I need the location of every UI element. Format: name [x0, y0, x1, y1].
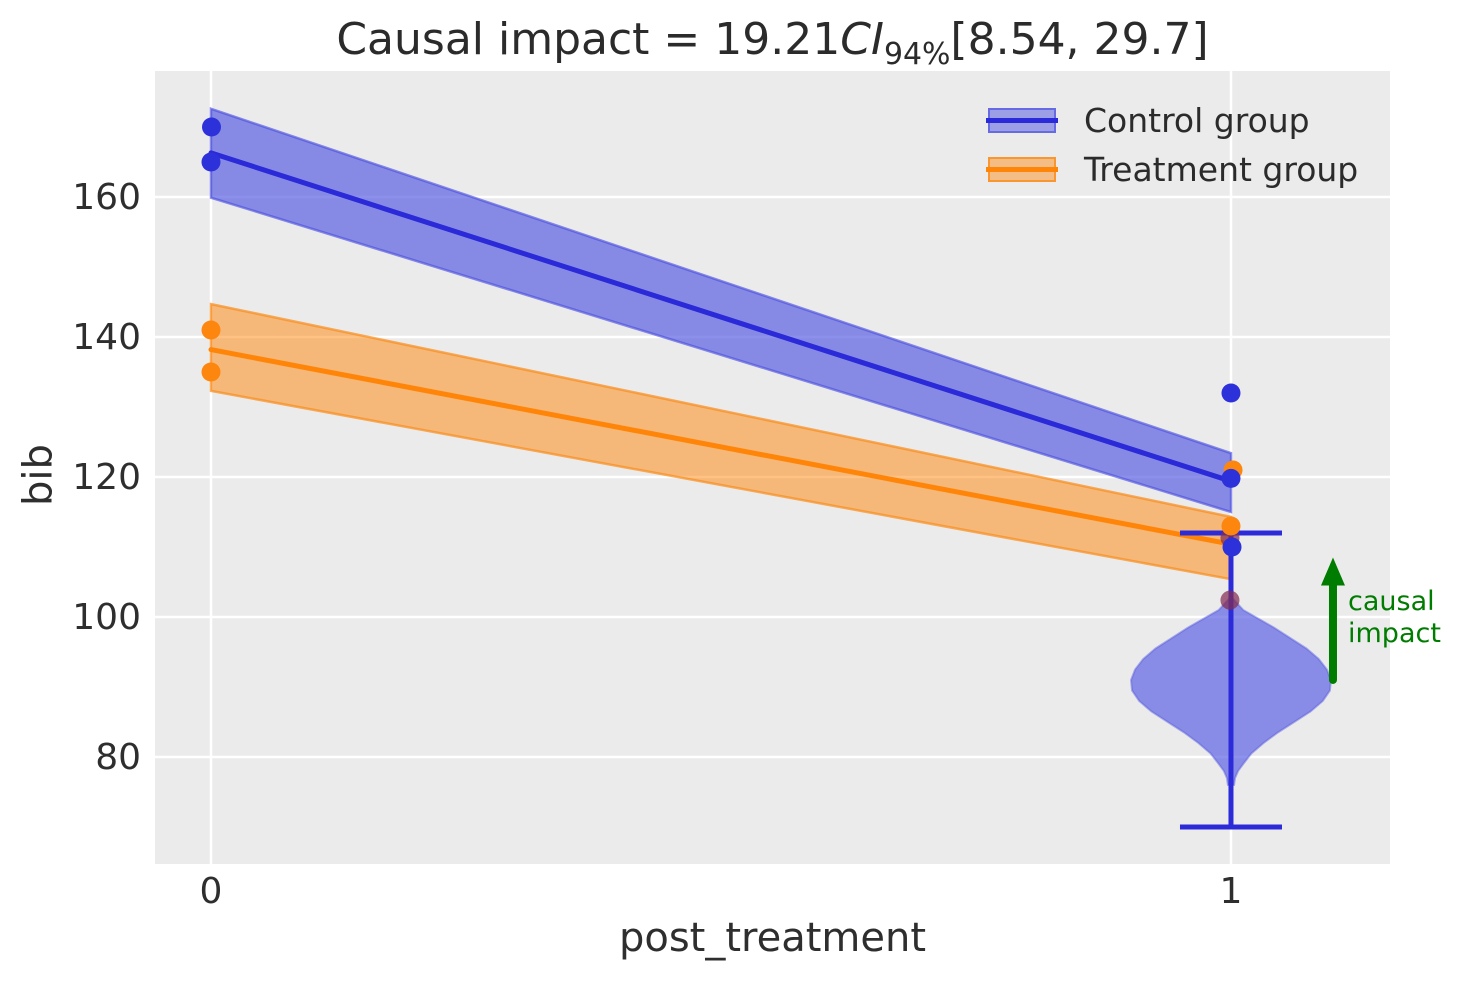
data-point-treatment [201, 362, 221, 382]
y-tick-label-0: 80 [95, 737, 141, 778]
impact-arrow-head [1320, 557, 1345, 586]
legend-swatch-icon [986, 108, 1058, 133]
legend-line-icon [986, 118, 1058, 123]
causal-impact-annotation-line2: impact [1348, 618, 1441, 649]
legend-swatch-icon [986, 157, 1058, 182]
x-tick-label-0: 0 [200, 871, 223, 912]
y-tick-label-3: 140 [72, 317, 141, 358]
title-interval: [8.54, 29.7] [950, 14, 1209, 65]
causal-impact-annotation: causal impact [1348, 586, 1441, 650]
y-tick-label-2: 120 [72, 457, 141, 498]
legend-line-icon [986, 167, 1058, 172]
data-point-counterfactual [1220, 590, 1240, 610]
title-text: Causal impact = 19.21 [336, 14, 841, 65]
y-axis-label: bib [15, 444, 62, 506]
data-point-control [202, 117, 222, 137]
data-point-control [1221, 468, 1241, 488]
legend-label: Control group [1084, 101, 1310, 140]
legend-entry-0: Control group [986, 96, 1358, 145]
trend-line-treatment [208, 347, 1234, 547]
legend: Control group Treatment group [986, 96, 1358, 194]
data-point-control [201, 152, 221, 172]
legend-label: Treatment group [1084, 150, 1359, 189]
data-point-control [1221, 383, 1241, 403]
chart-title: Causal impact = 19.21CI94%[8.54, 29.7] [155, 14, 1390, 72]
data-point-treatment [1221, 516, 1241, 536]
y-tick-label-1: 100 [72, 597, 141, 638]
title-ci-subscript: 94% [883, 36, 951, 72]
causal-impact-annotation-line1: causal [1348, 586, 1435, 617]
legend-entry-1: Treatment group [986, 145, 1358, 194]
y-tick-label-4: 160 [72, 177, 141, 218]
trend-line-control [208, 150, 1234, 484]
title-ci: CI [840, 14, 884, 65]
x-tick-label-1: 1 [1220, 871, 1243, 912]
data-point-control [1222, 537, 1242, 557]
x-axis-label: post_treatment [618, 915, 927, 961]
data-point-treatment [201, 320, 221, 340]
